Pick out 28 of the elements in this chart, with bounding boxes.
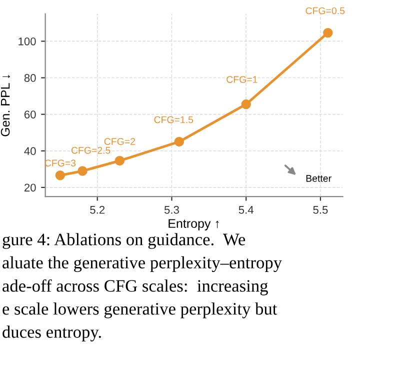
text: CFG=2 bbox=[104, 138, 135, 145]
text: e scale lowers generative perplexity but bbox=[2, 302, 278, 318]
x-axis-title: Entropy ↑ bbox=[168, 219, 219, 230]
point bbox=[323, 28, 333, 38]
text: CFG=2.5 bbox=[71, 146, 110, 154]
point bbox=[78, 166, 88, 176]
text: CFG=0.5 bbox=[306, 7, 345, 14]
x-tick-label: 5.5 bbox=[313, 206, 328, 214]
text: gure 4: Ablations on guidance. We bbox=[2, 233, 246, 249]
text: ade-off across CFG scales: increasing bbox=[2, 279, 268, 296]
x-tick-label: 5.2 bbox=[90, 206, 105, 214]
y-tick-label: 100 bbox=[18, 37, 36, 46]
point bbox=[174, 136, 184, 147]
text: duces entropy. bbox=[2, 326, 101, 342]
annotation: Better bbox=[306, 175, 332, 182]
point bbox=[241, 99, 251, 110]
text: CFG=1 bbox=[226, 76, 258, 83]
y-tick-label: 20 bbox=[24, 184, 36, 192]
y-tick-label: 40 bbox=[24, 147, 36, 156]
point bbox=[55, 170, 66, 180]
y-tick-label: 60 bbox=[24, 110, 36, 118]
x-tick-label: 5.4 bbox=[238, 206, 254, 214]
point bbox=[114, 156, 125, 166]
y-tick-label: 80 bbox=[24, 74, 36, 82]
text: CFG=1.5 bbox=[154, 116, 194, 124]
text: aluate the generative perplexity–entropy bbox=[2, 256, 282, 272]
y-axis-title: Gen. PPL ↓ bbox=[0, 75, 10, 136]
x-tick-label: 5.3 bbox=[164, 206, 179, 214]
